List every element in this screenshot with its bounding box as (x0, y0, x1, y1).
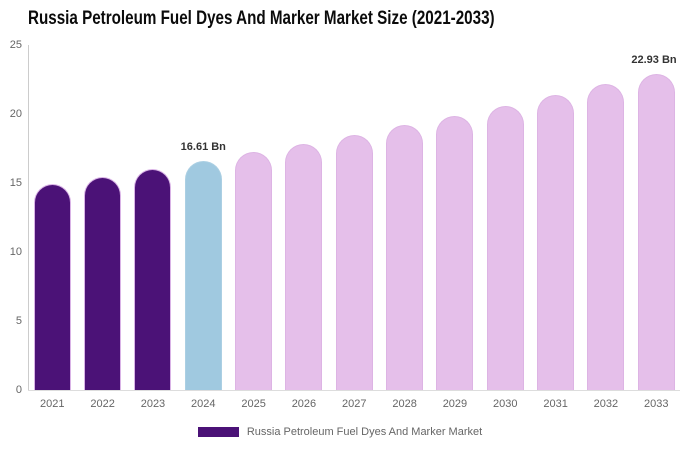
x-axis-label-2032: 2032 (593, 398, 619, 410)
x-axis-label-2025: 2025 (241, 398, 266, 410)
x-axis-label-2023: 2023 (140, 398, 166, 410)
x-axis-label-2024: 2024 (191, 398, 216, 410)
y-axis-line (28, 45, 29, 390)
legend-swatch-icon (197, 427, 239, 437)
bar-2021[interactable] (33, 184, 71, 390)
x-axis-label-2031: 2031 (543, 398, 568, 410)
x-axis-label-2033: 2033 (644, 398, 669, 410)
y-axis-tick-label: 25 (9, 39, 22, 51)
y-axis-tick-label: 5 (15, 315, 22, 327)
chart-title: Russia Petroleum Fuel Dyes And Marker Ma… (28, 8, 495, 29)
data-label-2024: 16.61 Bn (180, 140, 226, 153)
bar-2024[interactable] (184, 160, 222, 390)
y-axis-tick-label: 0 (15, 384, 22, 396)
bar-2026[interactable] (285, 143, 323, 390)
bar-2025[interactable] (235, 152, 273, 390)
x-axis-label-2030: 2030 (493, 398, 518, 410)
bar-2031[interactable] (537, 95, 575, 390)
x-axis-label-2028: 2028 (392, 398, 417, 410)
y-axis-tick-label: 10 (9, 246, 22, 258)
bar-2023[interactable] (134, 168, 172, 390)
legend-label: Russia Petroleum Fuel Dyes And Marker Ma… (246, 426, 483, 438)
bar-2027[interactable] (335, 134, 373, 390)
data-label-2033: 22.93 Bn (631, 53, 677, 66)
bar-2032[interactable] (587, 84, 625, 390)
bar-2028[interactable] (386, 125, 424, 390)
bar-2029[interactable] (436, 115, 474, 390)
y-axis-tick-label: 20 (9, 108, 22, 120)
bar-2033[interactable] (637, 73, 675, 390)
x-axis-baseline (28, 390, 680, 391)
x-axis-label-2029: 2029 (442, 398, 468, 410)
legend[interactable]: Russia Petroleum Fuel Dyes And Marker Ma… (0, 426, 680, 438)
x-axis-label-2026: 2026 (291, 398, 317, 410)
x-axis-label-2022: 2022 (90, 398, 115, 410)
x-axis-label-2021: 2021 (40, 398, 65, 410)
bar-2030[interactable] (486, 105, 524, 390)
x-axis-label-2027: 2027 (342, 398, 367, 410)
bar-2022[interactable] (84, 176, 122, 390)
y-axis-tick-label: 15 (9, 177, 22, 189)
